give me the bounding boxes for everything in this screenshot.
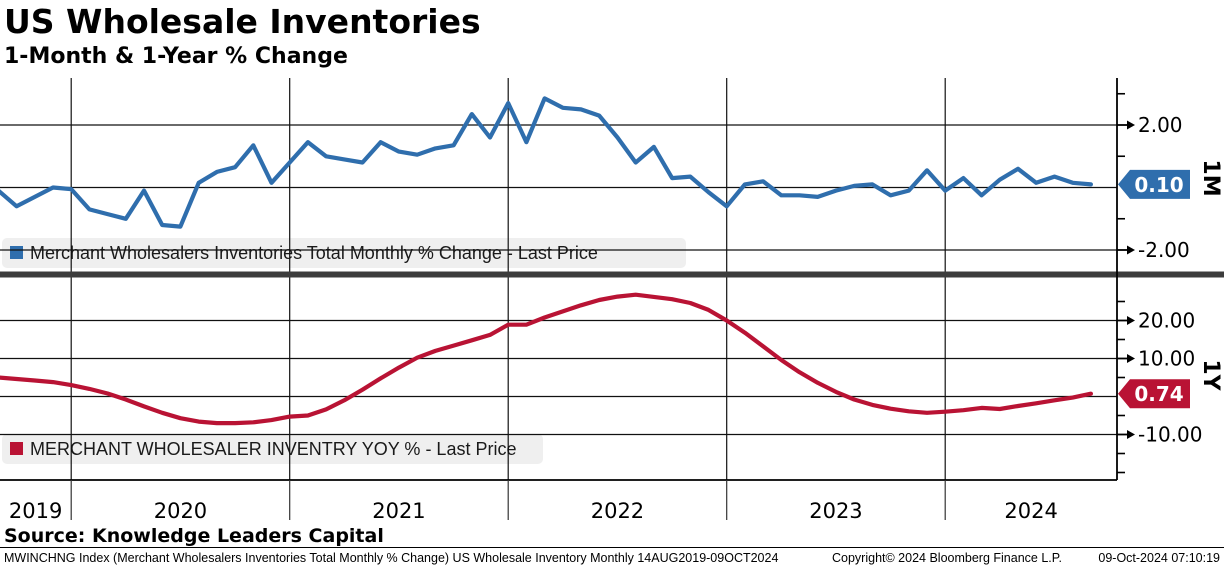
page-subtitle: 1-Month & 1-Year % Change: [4, 44, 348, 69]
panel-axis-label-1y: 1Y: [1198, 359, 1223, 391]
tick-arrow-icon: [1127, 354, 1135, 363]
axis-tick-labels: 2.00 -2.00 20.00 10.00 -10.00: [1138, 113, 1202, 447]
axis-ticks: [70, 92, 1135, 520]
axes: [0, 78, 1118, 481]
y-tick-label: -10.00: [1138, 423, 1202, 447]
x-year-label: 2020: [154, 499, 207, 523]
source-credit: Source: Knowledge Leaders Capital: [4, 525, 384, 547]
last-price-badge-1y: [1118, 379, 1190, 409]
x-year-label: 2021: [372, 499, 425, 523]
x-year-label: 2019: [9, 499, 62, 523]
last-price-badge-1m: [1118, 169, 1190, 199]
footer-timestamp: 09-Oct-2024 07:10:19: [1098, 551, 1220, 565]
y-tick-label: 2.00: [1138, 113, 1183, 137]
panel-divider: [0, 271, 1224, 278]
footer-bar: MWINCHNG Index (Merchant Wholesalers Inv…: [0, 547, 1224, 566]
vertical-year-gridlines: [70, 78, 946, 480]
tick-arrow-icon: [1127, 316, 1135, 325]
footer-ticker-info: MWINCHNG Index (Merchant Wholesalers Inv…: [4, 551, 779, 565]
legend-swatch-1m: [10, 246, 23, 259]
legend-swatch-1y: [10, 442, 23, 455]
x-year-label: 2023: [809, 499, 862, 523]
y-tick-label: 10.00: [1138, 347, 1195, 371]
x-year-label: 2022: [591, 499, 644, 523]
y-tick-label: 20.00: [1138, 309, 1195, 333]
last-price-value-1y: 0.74: [1134, 382, 1183, 406]
tick-arrow-icon: [1127, 120, 1135, 130]
tick-arrow-icon: [1127, 430, 1135, 439]
last-price-value-1m: 0.10: [1134, 173, 1183, 197]
last-price-badges: 0.10 0.74 1M 1Y: [1118, 159, 1223, 409]
legend-label-1m: Merchant Wholesalers Inventories Total M…: [30, 243, 598, 263]
legend-box-bottom: [2, 434, 543, 464]
series-line-1y: [0, 292, 1094, 426]
data-series: [0, 96, 1094, 426]
x-axis-year-labels: 2019 2020 2021 2022 2023 2024: [9, 499, 1058, 523]
horizontal-gridlines: [0, 124, 1117, 436]
page-title: US Wholesale Inventories: [4, 2, 481, 41]
tick-arrow-icon: [1127, 245, 1135, 255]
panel-axis-label-1m: 1M: [1198, 159, 1223, 196]
footer-copyright: Copyright© 2024 Bloomberg Finance L.P.: [832, 551, 1062, 565]
series-line-1m: [0, 96, 1094, 229]
legend-backgrounds: Merchant Wholesalers Inventories Total M…: [2, 238, 686, 464]
x-year-label: 2024: [1004, 499, 1057, 523]
y-tick-label: -2.00: [1138, 238, 1190, 262]
legend-label-1y: MERCHANT WHOLESALER INVENTRY YOY % - Las…: [30, 439, 516, 459]
legend-box-top: [2, 238, 686, 268]
